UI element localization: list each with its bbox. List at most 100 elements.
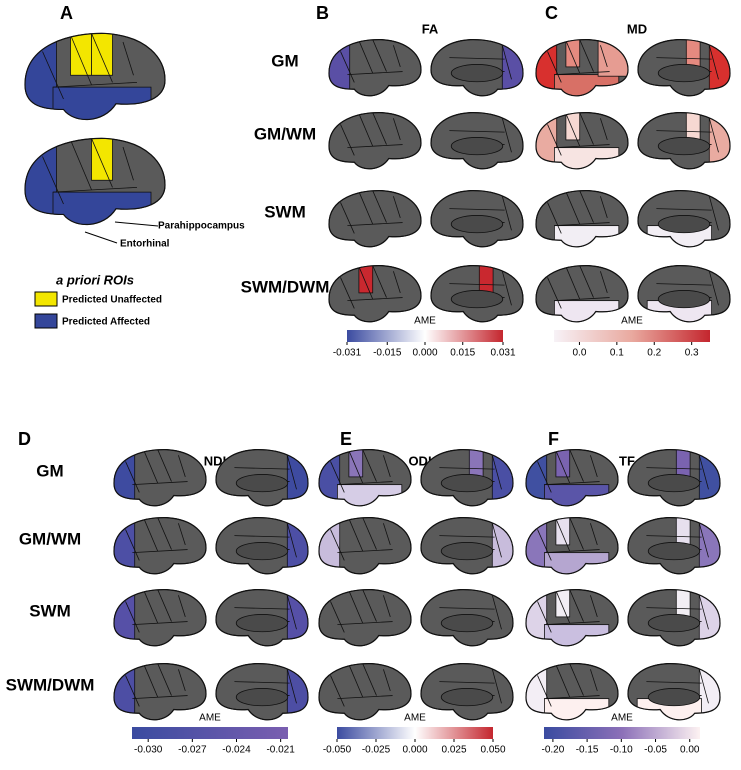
sulcus	[330, 529, 345, 561]
legend-label: Predicted Affected	[62, 317, 150, 328]
corpus	[235, 614, 289, 633]
sulcus	[555, 450, 571, 484]
sulcus	[340, 51, 355, 83]
region	[319, 449, 341, 506]
sulcus	[122, 146, 134, 181]
region	[114, 449, 136, 506]
sulcus	[347, 71, 403, 76]
colorbar	[554, 330, 710, 342]
sulcus	[554, 144, 610, 149]
sulcus	[157, 517, 172, 550]
sulcus	[656, 130, 712, 133]
sulcus	[372, 112, 387, 145]
brain-outline	[430, 39, 524, 97]
sulcus	[600, 196, 608, 219]
sulcus	[600, 118, 608, 141]
brain-regions	[449, 265, 512, 309]
sulcus	[143, 664, 159, 698]
tick-label: 0.3	[685, 348, 699, 359]
sulcus	[178, 455, 186, 478]
brain-outline	[535, 39, 629, 97]
region	[348, 449, 364, 478]
sulcus	[555, 518, 571, 552]
corpus	[657, 137, 711, 156]
sulcus	[708, 271, 719, 306]
region	[685, 112, 701, 141]
sulcus	[449, 283, 505, 286]
corpus	[450, 215, 504, 234]
brain-regions	[330, 663, 393, 707]
tick-label: -0.027	[178, 745, 207, 756]
sulcus	[393, 45, 401, 68]
region	[286, 449, 308, 506]
sulcus	[348, 664, 364, 698]
sulcus	[565, 113, 581, 147]
sulcus	[52, 186, 138, 193]
brain-outline	[420, 449, 514, 507]
brain-outline	[420, 663, 514, 721]
sulcus	[358, 266, 374, 300]
region	[25, 138, 57, 225]
brain-outline	[430, 265, 524, 323]
sulcus	[362, 663, 377, 696]
sulcus	[383, 455, 391, 478]
sulcus	[579, 265, 594, 298]
sulcus	[286, 455, 297, 490]
brain-outline	[113, 589, 207, 647]
sulcus	[449, 130, 505, 133]
brain-regions	[536, 39, 628, 96]
brain-outline	[430, 112, 524, 170]
sulcus	[555, 590, 571, 624]
sulcus	[125, 461, 140, 493]
sulcus	[372, 39, 387, 72]
panel-letter: D	[18, 429, 31, 449]
brain-outline	[525, 663, 619, 721]
brain-outline	[318, 589, 412, 647]
corpus	[450, 137, 504, 156]
sulcus	[501, 45, 512, 80]
region	[555, 517, 571, 546]
brain-outline	[627, 589, 721, 647]
region	[501, 39, 523, 96]
brain-outline	[328, 112, 422, 170]
region	[555, 589, 571, 618]
brain-outline	[328, 265, 422, 323]
panel-letter: F	[548, 429, 559, 449]
brain-outline	[525, 589, 619, 647]
region	[544, 484, 610, 506]
sulcus	[132, 549, 188, 554]
region	[698, 589, 720, 646]
tick-label: -0.015	[373, 348, 402, 359]
region	[536, 39, 558, 96]
sulcus	[337, 621, 393, 626]
sulcus	[537, 461, 552, 493]
sulcus	[569, 517, 584, 550]
sulcus	[347, 222, 403, 227]
sulcus	[178, 595, 186, 618]
sulcus	[544, 549, 600, 554]
sulcus	[358, 191, 374, 225]
brain-outline	[113, 449, 207, 507]
sulcus	[286, 669, 297, 704]
region	[114, 663, 136, 720]
brain-outline	[24, 32, 166, 121]
brain-outline	[318, 663, 412, 721]
sulcus	[491, 595, 502, 630]
tick-label: 0.031	[490, 348, 515, 359]
sulcus	[383, 595, 391, 618]
sulcus	[544, 695, 600, 700]
brain-outline	[637, 39, 731, 97]
region	[358, 265, 374, 294]
brain-outline	[430, 190, 524, 248]
sulcus	[91, 138, 113, 188]
pointer	[114, 221, 159, 227]
region	[114, 589, 136, 646]
brain-outline	[637, 190, 731, 248]
sulcus	[439, 607, 495, 610]
region	[468, 449, 484, 478]
sulcus	[362, 449, 377, 482]
row-label: GM/WM	[19, 529, 81, 548]
tick-label: -0.050	[323, 745, 352, 756]
region	[698, 449, 720, 506]
